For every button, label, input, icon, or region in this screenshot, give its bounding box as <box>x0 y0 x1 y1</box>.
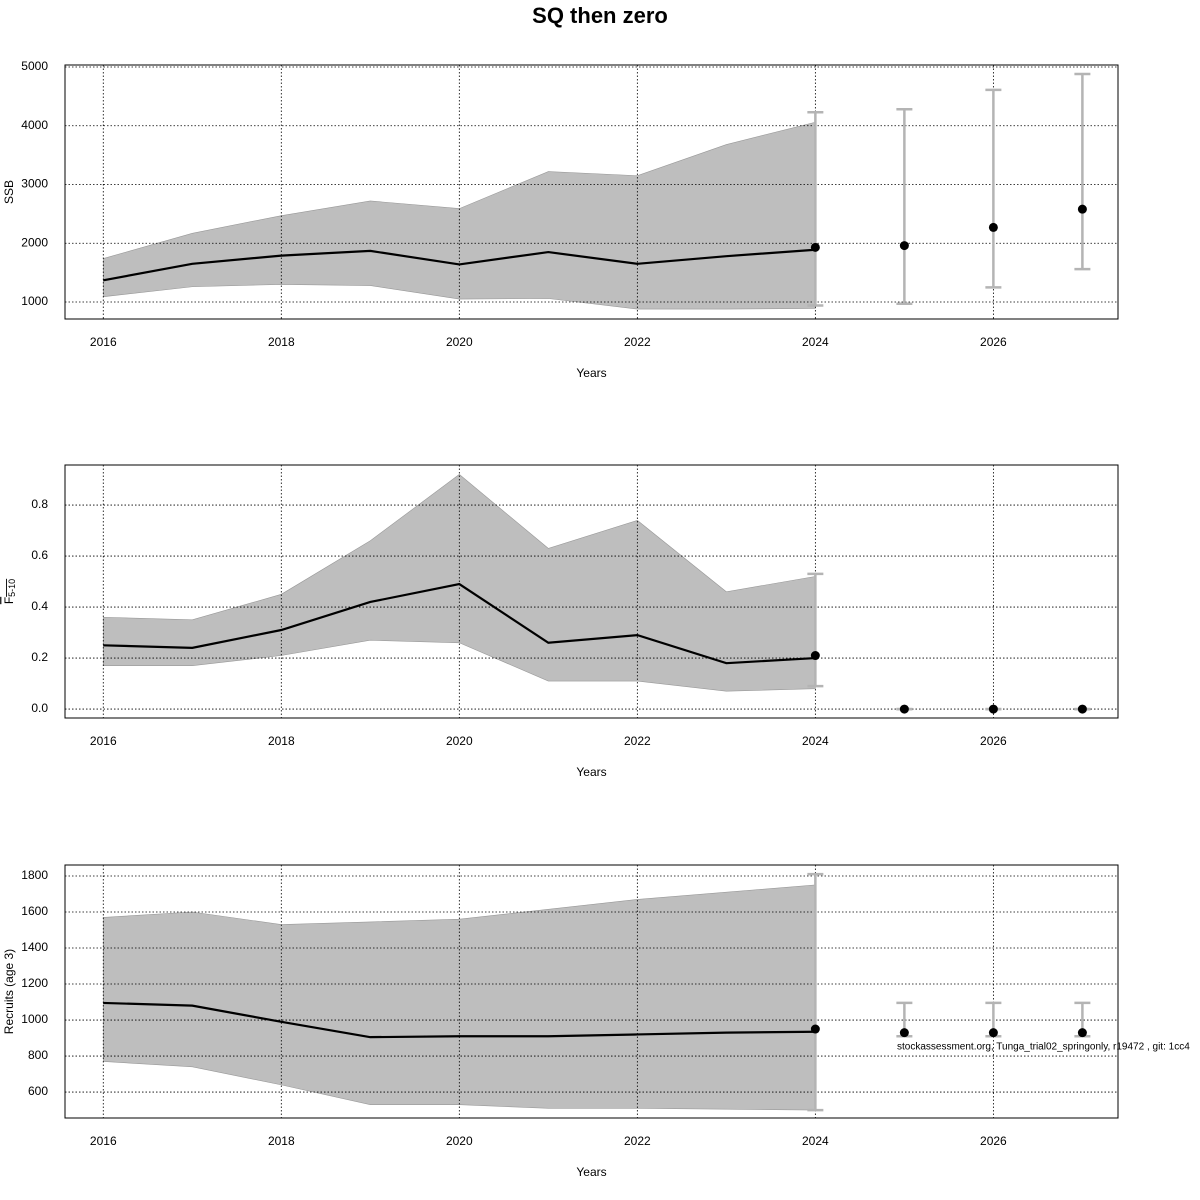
y-tick-label: 4000 <box>21 118 48 132</box>
figure-title: SQ then zero <box>532 3 668 28</box>
x-tick-label: 2024 <box>802 1134 829 1148</box>
y-tick-label: 800 <box>28 1048 48 1062</box>
y-tick-label: 1200 <box>21 976 48 990</box>
forecast-point <box>810 651 820 661</box>
plot-frame <box>64 464 1119 719</box>
y-tick-label: 0.2 <box>31 650 48 664</box>
y-tick-label: 3000 <box>21 177 48 191</box>
forecast-point <box>1077 204 1087 214</box>
x-axis-label: Years <box>576 1165 606 1179</box>
plot-frame <box>64 64 1119 320</box>
y-tick-label: 1800 <box>21 868 48 882</box>
forecast-point <box>899 704 909 714</box>
x-tick-label: 2024 <box>802 335 829 349</box>
x-tick-label: 2022 <box>624 335 651 349</box>
y-axis-label: SSB <box>2 180 16 204</box>
y-tick-label: 1400 <box>21 940 48 954</box>
y-tick-label: 600 <box>28 1084 48 1098</box>
y-tick-label: 1000 <box>21 1012 48 1026</box>
forecast-point <box>899 241 909 251</box>
x-tick-label: 2022 <box>624 1134 651 1148</box>
x-tick-label: 2016 <box>90 335 117 349</box>
x-tick-label: 2016 <box>90 1134 117 1148</box>
x-tick-label: 2024 <box>802 734 829 748</box>
y-tick-label: 2000 <box>21 235 48 249</box>
x-tick-label: 2018 <box>268 734 295 748</box>
y-tick-label: 0.8 <box>31 497 48 511</box>
x-tick-label: 2018 <box>268 1134 295 1148</box>
x-tick-label: 2020 <box>446 335 473 349</box>
footnote: stockassessment.org, Tunga_trial02_sprin… <box>897 1042 1190 1053</box>
x-tick-label: 2020 <box>446 1134 473 1148</box>
y-tick-label: 0.6 <box>31 548 48 562</box>
y-tick-label: 1600 <box>21 904 48 918</box>
forecast-point <box>1077 704 1087 714</box>
y-tick-label: 0.4 <box>31 599 48 613</box>
x-tick-label: 2026 <box>980 1134 1007 1148</box>
estimate-line <box>103 582 816 665</box>
x-axis-label: Years <box>576 366 606 380</box>
x-tick-label: 2022 <box>624 734 651 748</box>
plot-frame <box>64 864 1119 1119</box>
y-tick-label: 0.0 <box>31 701 48 715</box>
forecast-point <box>810 1024 820 1034</box>
x-tick-label: 2020 <box>446 734 473 748</box>
estimate-line <box>103 248 816 282</box>
forecast-point <box>988 1028 998 1038</box>
forecast-point <box>988 222 998 232</box>
forecast-point <box>1077 1028 1087 1038</box>
y-axis-label: Recruits (age 3) <box>2 949 16 1034</box>
y-tick-label: 5000 <box>21 59 48 73</box>
y-axis-label-subscript: 5-10 <box>7 579 17 597</box>
x-tick-label: 2026 <box>980 335 1007 349</box>
forecast-point <box>988 704 998 714</box>
x-tick-label: 2016 <box>90 734 117 748</box>
x-tick-label: 2026 <box>980 734 1007 748</box>
y-tick-label: 1000 <box>21 294 48 308</box>
forecast-point <box>899 1028 909 1038</box>
y-axis-label: F5-10 <box>2 579 17 604</box>
estimate-line <box>103 1001 816 1039</box>
forecast-point <box>810 242 820 252</box>
x-tick-label: 2018 <box>268 335 295 349</box>
x-axis-label: Years <box>576 765 606 779</box>
